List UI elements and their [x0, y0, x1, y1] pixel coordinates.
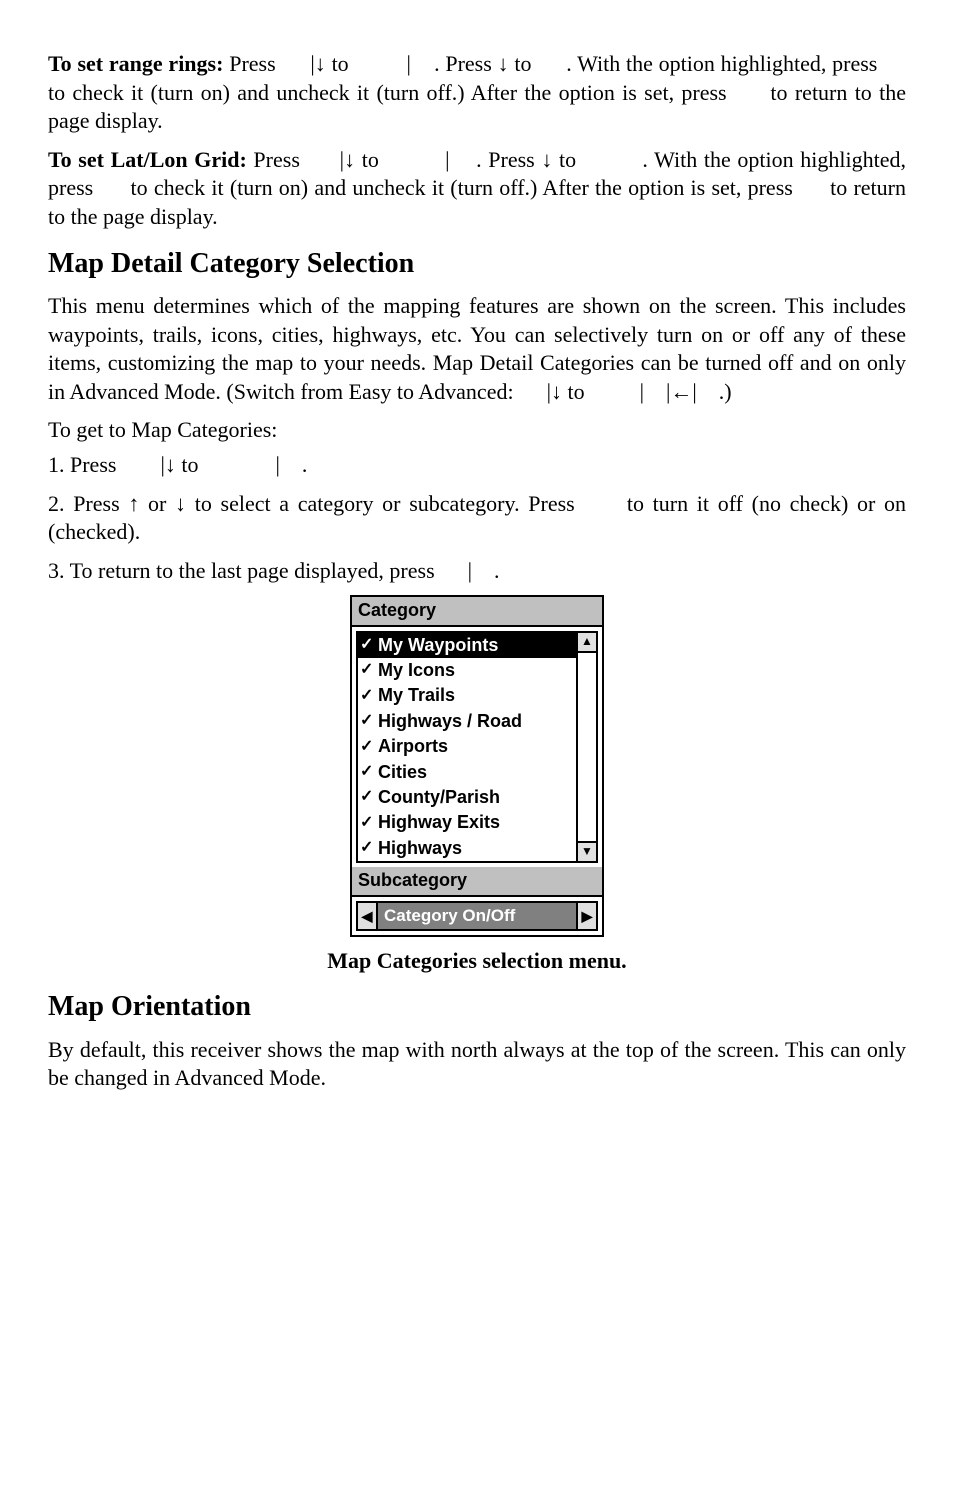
category-panel-wrap: Category ✓My Waypoints✓My Icons✓My Trail… [48, 595, 906, 936]
subcategory-field[interactable]: ◀ Category On/Off ▶ [356, 901, 598, 931]
list-item-label: Cities [378, 761, 427, 784]
scroll-up-icon[interactable]: ▲ [578, 633, 596, 653]
list-item[interactable]: ✓Highways [358, 836, 578, 861]
category-title: Category [352, 597, 602, 626]
list-item[interactable]: ✓Cities [358, 760, 578, 785]
subcat-left-icon[interactable]: ◀ [358, 903, 378, 929]
check-icon: ✓ [360, 737, 374, 758]
scroll-down-icon[interactable]: ▼ [578, 841, 596, 861]
steps-lead: To get to Map Categories: [48, 416, 906, 445]
list-item[interactable]: ✓My Trails [358, 683, 578, 708]
list-item-label: Highways / Road [378, 710, 522, 733]
list-item-label: Highways [378, 837, 462, 860]
step-1: 1. Press |↓ to | . [48, 451, 906, 480]
list-item[interactable]: ✓My Icons [358, 658, 578, 683]
step-2: 2. Press ↑ or ↓ to select a category or … [48, 490, 906, 547]
list-item-label: Airports [378, 735, 448, 758]
paragraph-range-rings: To set range rings: Press |↓ to | . Pres… [48, 50, 906, 136]
paragraph-map-orientation: By default, this receiver shows the map … [48, 1036, 906, 1093]
step-3: 3. To return to the last page displayed,… [48, 557, 906, 586]
check-icon: ✓ [360, 660, 374, 681]
check-icon: ✓ [360, 762, 374, 783]
heading-map-orientation: Map Orientation [48, 989, 906, 1025]
check-icon: ✓ [360, 838, 374, 859]
paragraph-latlon: To set Lat/Lon Grid: Press |↓ to | . Pre… [48, 146, 906, 232]
subcat-right-icon[interactable]: ▶ [576, 903, 596, 929]
check-icon: ✓ [360, 813, 374, 834]
list-item[interactable]: ✓County/Parish [358, 785, 578, 810]
list-item-label: Highway Exits [378, 811, 500, 834]
figure-caption: Map Categories selection menu. [48, 947, 906, 976]
category-list-inner: ✓My Waypoints✓My Icons✓My Trails✓Highway… [358, 633, 578, 862]
category-panel: Category ✓My Waypoints✓My Icons✓My Trail… [350, 595, 604, 936]
category-listbox[interactable]: ✓My Waypoints✓My Icons✓My Trails✓Highway… [356, 631, 598, 864]
subcategory-title: Subcategory [352, 867, 602, 896]
lead-range-rings: To set range rings: [48, 51, 223, 76]
list-item[interactable]: ✓Highways / Road [358, 709, 578, 734]
check-icon: ✓ [360, 787, 374, 808]
scrollbar[interactable]: ▲ ▼ [576, 633, 596, 862]
check-icon: ✓ [360, 711, 374, 732]
scroll-track[interactable] [578, 653, 596, 842]
list-item-label: County/Parish [378, 786, 500, 809]
lead-latlon: To set Lat/Lon Grid: [48, 147, 247, 172]
paragraph-map-detail: This menu determines which of the mappin… [48, 292, 906, 406]
heading-map-detail: Map Detail Category Selection [48, 246, 906, 282]
list-item-label: My Waypoints [378, 634, 498, 657]
check-icon: ✓ [360, 686, 374, 707]
subcat-value: Category On/Off [378, 903, 576, 929]
list-item-label: My Trails [378, 684, 455, 707]
list-item[interactable]: ✓Highway Exits [358, 810, 578, 835]
check-icon: ✓ [360, 635, 374, 656]
list-item-label: My Icons [378, 659, 455, 682]
list-item[interactable]: ✓My Waypoints [358, 633, 578, 658]
list-item[interactable]: ✓Airports [358, 734, 578, 759]
